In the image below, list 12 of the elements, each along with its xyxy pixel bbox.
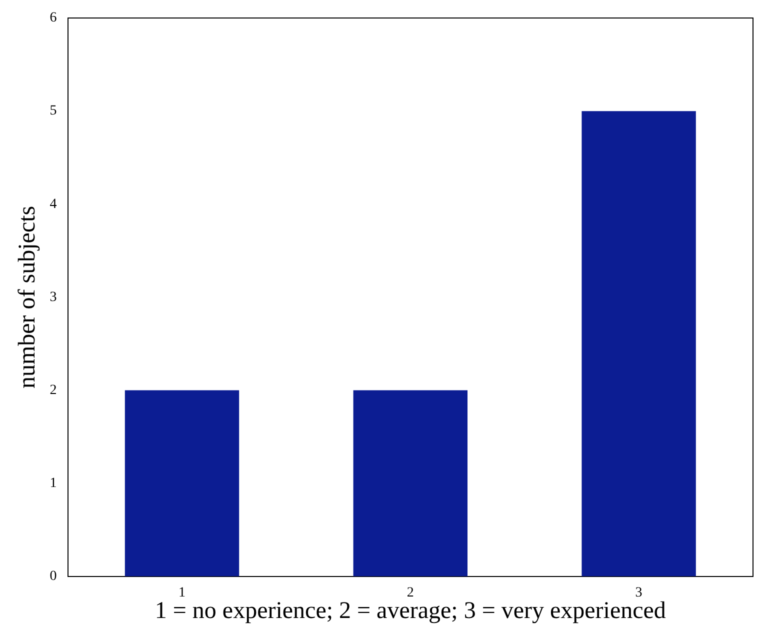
y-tick-label: 2	[50, 382, 57, 398]
y-tick-label: 3	[50, 290, 57, 305]
x-axis-title: 1 = no experience; 2 = average; 3 = very experienced	[154, 598, 666, 624]
y-tick-label: 1	[50, 476, 57, 492]
x-tick-label: 1	[178, 585, 186, 600]
y-tick-label: 4	[50, 196, 57, 212]
x-tick-label: 2	[406, 585, 414, 600]
y-tick-label: 0	[50, 569, 57, 584]
y-tick-label: 6	[50, 10, 57, 26]
y-tick-label: 5	[50, 104, 57, 119]
y-axis-title: number of subjects	[14, 206, 41, 389]
x-tick-label: 3	[635, 585, 642, 600]
